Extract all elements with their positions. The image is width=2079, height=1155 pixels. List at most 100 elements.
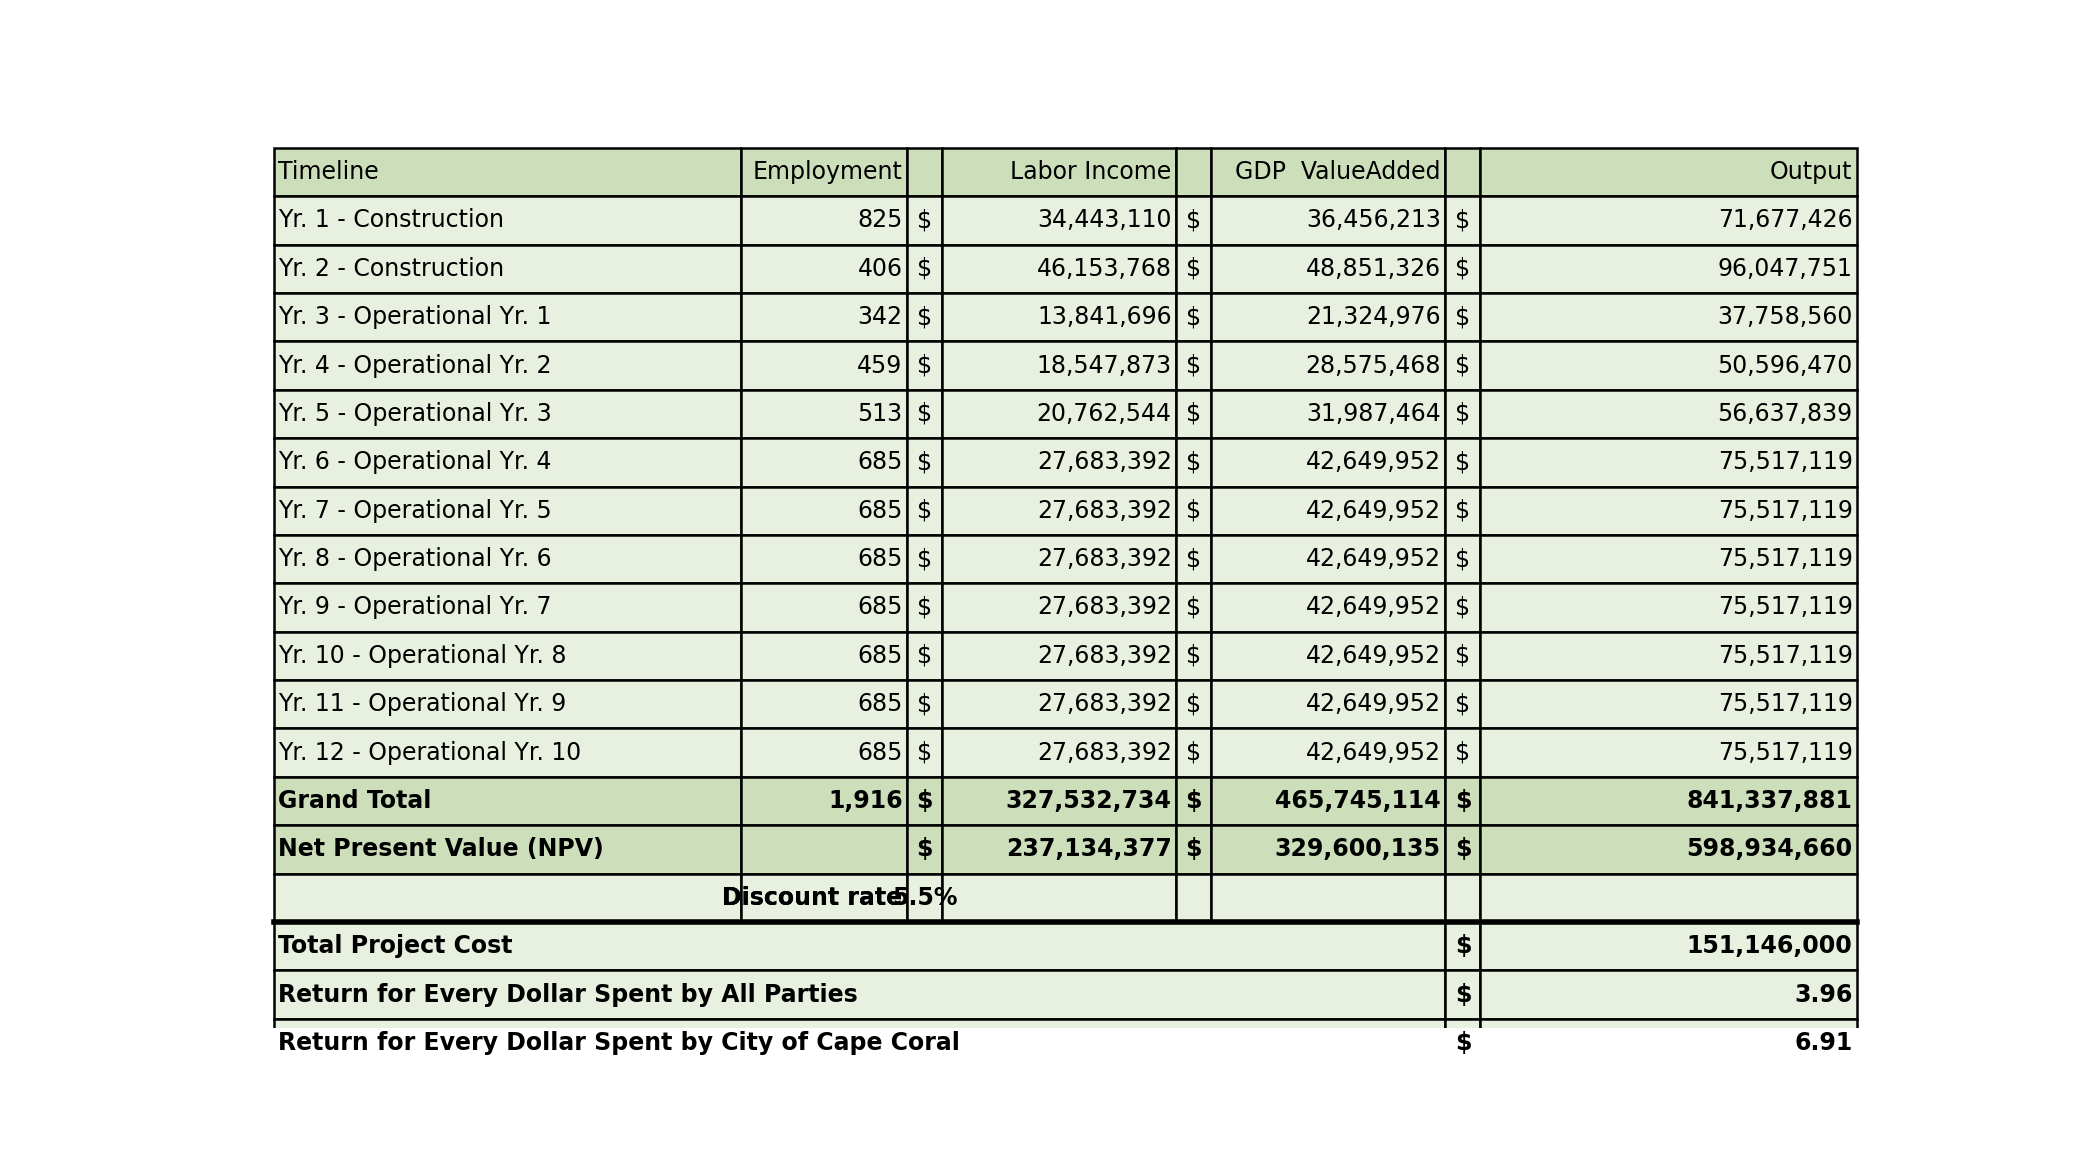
Bar <box>274 777 740 825</box>
Bar <box>1177 148 1212 196</box>
Text: $: $ <box>1455 305 1470 329</box>
Bar <box>1480 922 1857 970</box>
Text: 20,762,544: 20,762,544 <box>1037 402 1173 426</box>
Bar <box>740 438 906 486</box>
Bar <box>274 873 740 922</box>
Text: Yr. 4 - Operational Yr. 2: Yr. 4 - Operational Yr. 2 <box>279 353 553 378</box>
Text: 327,532,734: 327,532,734 <box>1006 789 1173 813</box>
Text: 42,649,952: 42,649,952 <box>1306 596 1441 619</box>
Text: Yr. 11 - Operational Yr. 9: Yr. 11 - Operational Yr. 9 <box>279 692 568 716</box>
Bar <box>274 148 740 196</box>
Text: 685: 685 <box>857 596 902 619</box>
Bar <box>274 1019 1445 1067</box>
Text: $: $ <box>1455 740 1470 765</box>
Text: 75,517,119: 75,517,119 <box>1717 692 1852 716</box>
Text: Total Project Cost: Total Project Cost <box>279 934 514 959</box>
Bar <box>1212 632 1445 680</box>
Text: 1,916: 1,916 <box>827 789 902 813</box>
Text: $: $ <box>1455 402 1470 426</box>
Text: 42,649,952: 42,649,952 <box>1306 499 1441 523</box>
Text: 151,146,000: 151,146,000 <box>1686 934 1852 959</box>
Bar <box>740 342 906 389</box>
Bar <box>906 245 942 293</box>
Text: Discount rate: Discount rate <box>721 886 902 910</box>
Text: $: $ <box>1187 402 1202 426</box>
Text: 825: 825 <box>857 208 902 232</box>
Bar <box>274 970 1445 1019</box>
Bar <box>740 873 906 922</box>
Text: $: $ <box>917 692 931 716</box>
Text: GDP  ValueAdded: GDP ValueAdded <box>1235 161 1441 184</box>
Text: 42,649,952: 42,649,952 <box>1306 643 1441 668</box>
Text: $: $ <box>917 837 933 862</box>
Bar <box>942 583 1177 632</box>
Text: $: $ <box>1455 837 1472 862</box>
Text: Yr. 5 - Operational Yr. 3: Yr. 5 - Operational Yr. 3 <box>279 402 553 426</box>
Text: 71,677,426: 71,677,426 <box>1717 208 1852 232</box>
Bar <box>906 729 942 777</box>
Text: $: $ <box>1455 353 1470 378</box>
Bar <box>1445 1019 1480 1067</box>
Bar <box>740 486 906 535</box>
Bar <box>942 148 1177 196</box>
Bar <box>1480 389 1857 438</box>
Text: Discount rate: Discount rate <box>721 886 902 910</box>
Text: 42,649,952: 42,649,952 <box>1306 692 1441 716</box>
Bar <box>906 535 942 583</box>
Text: 28,575,468: 28,575,468 <box>1306 353 1441 378</box>
Text: Yr. 6 - Operational Yr. 4: Yr. 6 - Operational Yr. 4 <box>279 450 553 475</box>
Text: Yr. 12 - Operational Yr. 10: Yr. 12 - Operational Yr. 10 <box>279 740 582 765</box>
Bar <box>906 777 942 825</box>
Bar <box>740 729 906 777</box>
Bar <box>942 535 1177 583</box>
Bar <box>1480 438 1857 486</box>
Text: 27,683,392: 27,683,392 <box>1037 692 1173 716</box>
Text: 27,683,392: 27,683,392 <box>1037 740 1173 765</box>
Bar <box>906 873 942 922</box>
Text: 31,987,464: 31,987,464 <box>1306 402 1441 426</box>
Bar <box>1445 922 1480 970</box>
Text: $: $ <box>917 643 931 668</box>
Bar <box>1212 245 1445 293</box>
Bar <box>906 680 942 729</box>
Bar <box>1480 535 1857 583</box>
Text: 75,517,119: 75,517,119 <box>1717 740 1852 765</box>
Text: $: $ <box>1187 499 1202 523</box>
Bar <box>1212 486 1445 535</box>
Text: $: $ <box>1455 983 1472 1006</box>
Bar <box>1212 583 1445 632</box>
Bar <box>274 729 740 777</box>
Text: 27,683,392: 27,683,392 <box>1037 596 1173 619</box>
Text: Yr. 2 - Construction: Yr. 2 - Construction <box>279 256 505 281</box>
Bar <box>1177 535 1212 583</box>
Text: 36,456,213: 36,456,213 <box>1306 208 1441 232</box>
Bar <box>1177 245 1212 293</box>
Text: 27,683,392: 27,683,392 <box>1037 450 1173 475</box>
Bar <box>1480 148 1857 196</box>
Text: $: $ <box>1187 596 1202 619</box>
Bar <box>274 922 1445 970</box>
Text: $: $ <box>1455 208 1470 232</box>
Text: 406: 406 <box>857 256 902 281</box>
Text: 513: 513 <box>857 402 902 426</box>
Text: 685: 685 <box>857 740 902 765</box>
Text: Return for Every Dollar Spent by All Parties: Return for Every Dollar Spent by All Par… <box>279 983 859 1006</box>
Bar <box>740 777 906 825</box>
Bar <box>1212 777 1445 825</box>
Text: 37,758,560: 37,758,560 <box>1717 305 1852 329</box>
Bar <box>942 632 1177 680</box>
Bar <box>1212 342 1445 389</box>
Bar <box>740 293 906 342</box>
Text: $: $ <box>1187 643 1202 668</box>
Bar <box>1480 342 1857 389</box>
Bar <box>906 148 942 196</box>
Bar <box>1480 632 1857 680</box>
Bar <box>274 389 740 438</box>
Bar <box>942 486 1177 535</box>
Bar <box>942 777 1177 825</box>
Text: $: $ <box>1455 450 1470 475</box>
Bar <box>1480 486 1857 535</box>
Text: 27,683,392: 27,683,392 <box>1037 547 1173 571</box>
Text: Return for Every Dollar Spent by City of Cape Coral: Return for Every Dollar Spent by City of… <box>279 1031 960 1055</box>
Bar <box>1480 777 1857 825</box>
